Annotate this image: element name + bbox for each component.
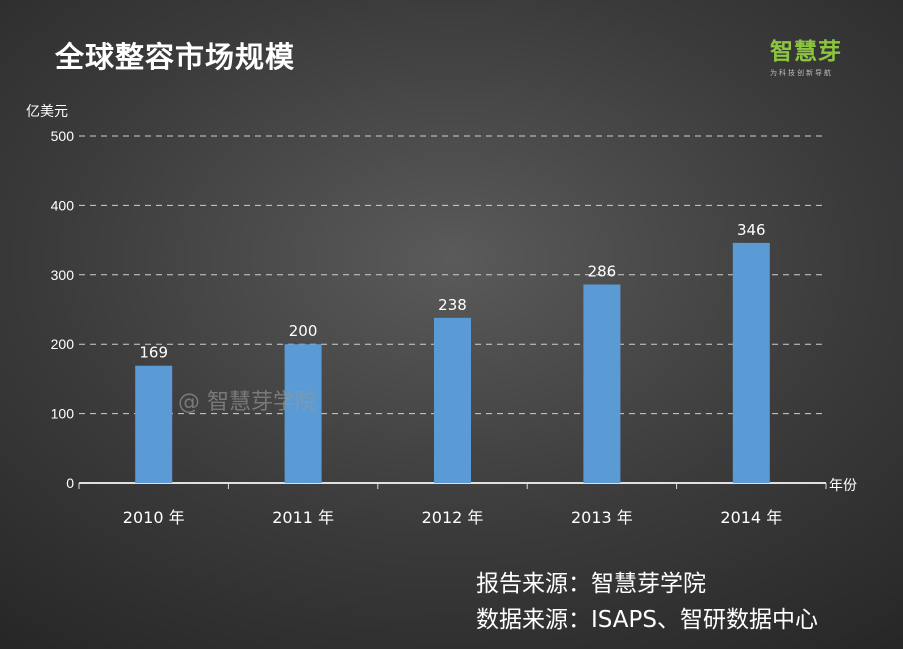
logo-text: 智慧芽	[770, 39, 842, 65]
x-tick-label: 2010 年	[123, 508, 185, 527]
data-source-text: 数据来源：ISAPS、智研数据中心	[476, 607, 819, 633]
bar	[135, 365, 173, 483]
data-label: 200	[289, 322, 318, 340]
y-tick-label: 500	[51, 128, 75, 144]
x-tick-label: 2013 年	[571, 508, 633, 527]
x-tick-label: 2014 年	[720, 508, 782, 527]
data-label: 346	[737, 221, 766, 239]
x-tick-label: 2011 年	[272, 508, 334, 527]
data-label: 169	[139, 344, 168, 362]
logo-slogan: 为科技创新导航	[770, 69, 833, 77]
report-source-text: 报告来源：智慧芽学院	[476, 571, 706, 597]
y-tick-label: 100	[51, 406, 75, 422]
watermark: @ 智慧芽学院	[178, 390, 317, 415]
bar	[583, 284, 621, 483]
x-axis-label: 年份	[829, 478, 857, 494]
y-tick-label: 200	[51, 336, 75, 352]
bar	[434, 317, 471, 483]
data-label: 286	[588, 263, 617, 281]
y-tick-label: 0	[66, 475, 74, 491]
data-label: 238	[438, 296, 467, 314]
y-tick-label: 300	[51, 267, 75, 283]
x-tick-label: 2012 年	[422, 508, 484, 527]
source-notes: 报告来源：智慧芽学院 数据来源：ISAPS、智研数据中心	[476, 566, 818, 638]
bar	[284, 344, 322, 483]
y-axis-label: 亿美元	[26, 104, 68, 120]
brand-logo: 智慧芽 为科技创新导航	[770, 32, 870, 78]
page-title: 全球整容市场规模	[55, 40, 296, 74]
bar	[732, 242, 770, 483]
y-tick-label: 400	[51, 197, 75, 213]
